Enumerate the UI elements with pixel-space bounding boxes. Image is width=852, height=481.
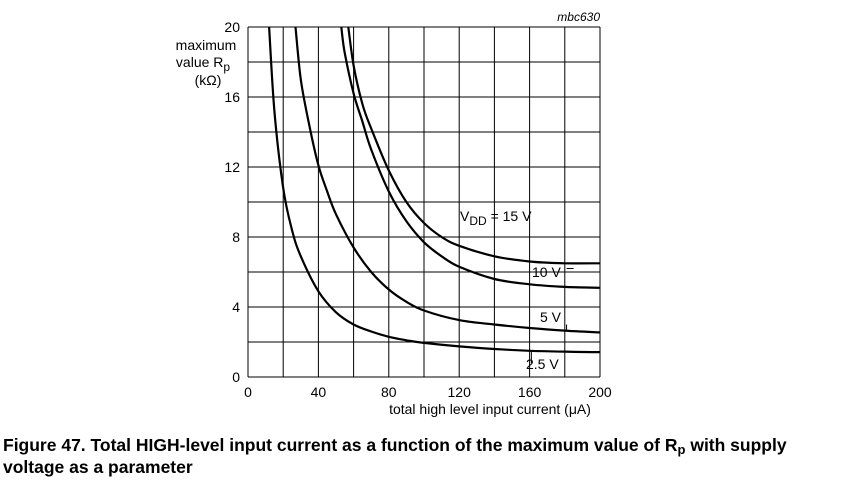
series-label-10v: 10 V [532, 264, 561, 280]
y-axis-label-line3: (kΩ) [195, 72, 222, 88]
x-tick-label: 80 [381, 384, 397, 400]
figure-code: mbc630 [557, 10, 600, 24]
y-axis-label-line1: maximum [176, 37, 237, 53]
y-tick-label: 20 [224, 19, 240, 35]
series-line-1 [294, 26, 601, 334]
series-label-2-5v: 2.5 V [526, 356, 559, 372]
x-tick-label: 120 [448, 384, 472, 400]
x-tick-label: 200 [588, 384, 612, 400]
series-label-5v: 5 V [540, 309, 562, 325]
chart-curves [268, 26, 601, 363]
series-line-3 [347, 26, 601, 265]
chart-svg: 0 40 80 120 160 200 0 4 8 12 16 20 mbc630 maximum … [176, 10, 612, 417]
x-axis-label: total high level input current (μA) [389, 401, 591, 417]
x-tick-label: 40 [311, 384, 327, 400]
x-tick-label: 160 [518, 384, 542, 400]
figure-caption: Figure 47. Total HIGH-level input curren… [3, 435, 787, 477]
series-label-vdd-15v: VDD = 15 V [460, 208, 532, 228]
series-labels: VDD = 15 V 10 V 5 V 2.5 V [460, 208, 562, 372]
x-tick-label: 0 [244, 384, 252, 400]
y-tick-label: 0 [232, 369, 240, 385]
y-axis-label: maximum value Rp (kΩ) [176, 37, 237, 88]
series-line-0 [268, 26, 601, 354]
series-line-2 [340, 26, 601, 289]
y-tick-label: 8 [232, 229, 240, 245]
y-axis-label-line2: value Rp [176, 54, 230, 74]
x-tick-labels: 0 40 80 120 160 200 [244, 384, 612, 400]
y-tick-label: 4 [232, 299, 240, 315]
y-tick-label: 16 [224, 89, 240, 105]
y-tick-labels: 0 4 8 12 16 20 [224, 19, 240, 385]
y-tick-label: 12 [224, 159, 240, 175]
